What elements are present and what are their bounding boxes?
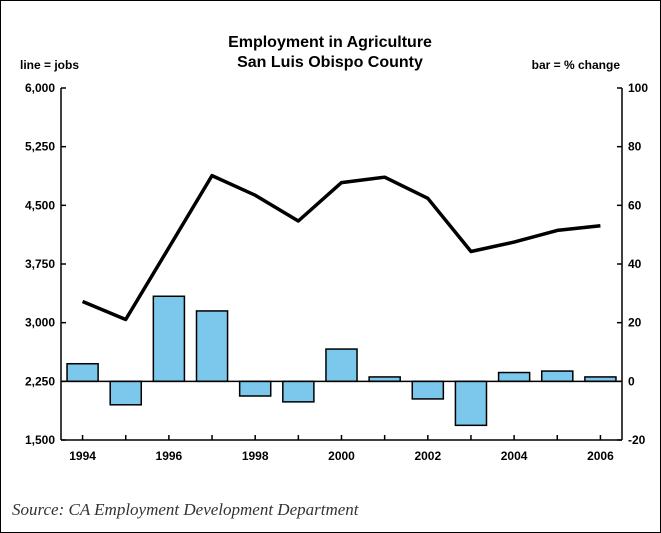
chart-title-line-2: San Luis Obispo County xyxy=(237,54,423,71)
bar-2004 xyxy=(497,371,531,383)
bar-1996 xyxy=(152,295,186,383)
left-tick-label: 4,500 xyxy=(25,198,55,212)
bar-1997 xyxy=(195,310,229,383)
right-tick-label: -20 xyxy=(628,433,646,447)
bar-2003 xyxy=(454,380,488,427)
bar-1995 xyxy=(109,380,143,406)
x-tick-label: 2004 xyxy=(501,449,528,463)
right-axis-label: bar = % change xyxy=(532,58,621,72)
jobs-line xyxy=(81,173,601,322)
x-tick-label: 1996 xyxy=(156,449,183,463)
right-tick-label: 20 xyxy=(628,316,642,330)
left-tick-label: 1,500 xyxy=(25,433,55,447)
source-note: Source: CA Employment Development Depart… xyxy=(12,500,359,519)
right-tick-label: 0 xyxy=(628,374,635,388)
left-tick-label: 6,000 xyxy=(25,81,55,95)
bar-2005 xyxy=(540,370,574,383)
x-tick-label: 2000 xyxy=(328,449,355,463)
right-tick-label: 40 xyxy=(628,257,642,271)
right-tick-label: 80 xyxy=(628,140,642,154)
x-tick-label: 2002 xyxy=(414,449,441,463)
right-tick-label: 60 xyxy=(628,198,642,212)
left-tick-label: 3,000 xyxy=(25,316,55,330)
left-axis-label: line = jobs xyxy=(20,58,79,72)
bar-2000 xyxy=(325,348,358,383)
bar-2002 xyxy=(411,380,445,400)
x-tick-label: 1994 xyxy=(69,449,96,463)
left-tick-label: 3,750 xyxy=(25,257,55,271)
bar-1999 xyxy=(282,380,315,403)
bar-1998 xyxy=(238,380,272,397)
x-tick-label: 1998 xyxy=(242,449,269,463)
x-tick-label: 2006 xyxy=(587,449,614,463)
right-tick-label: 100 xyxy=(628,81,648,95)
chart-title-line-1: Employment in Agriculture xyxy=(228,34,432,51)
bar-1994 xyxy=(66,362,99,383)
left-tick-label: 5,250 xyxy=(25,140,55,154)
left-tick-label: 2,250 xyxy=(25,374,55,388)
